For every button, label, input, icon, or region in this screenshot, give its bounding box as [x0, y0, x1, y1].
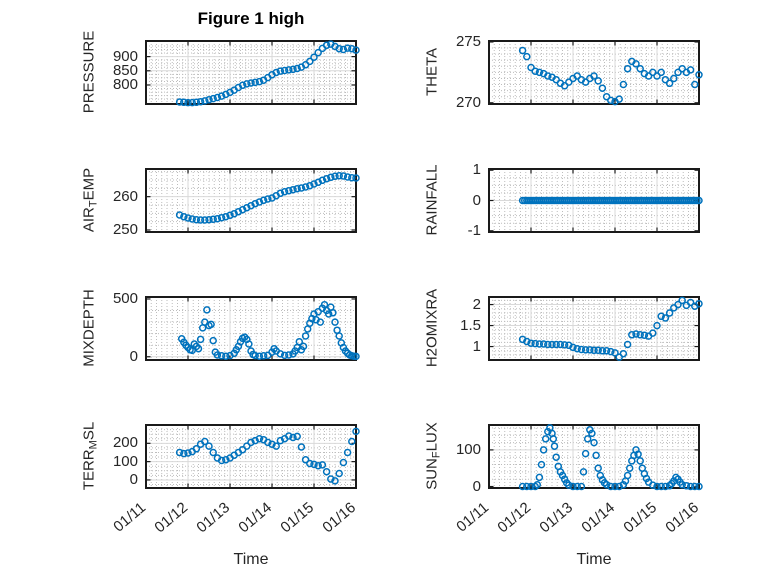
plot-pressure	[145, 40, 360, 107]
plot-mixdepth	[145, 296, 360, 361]
series-rainfall	[518, 196, 703, 205]
plot-rainfall	[488, 168, 703, 233]
y-tick-label: 0	[472, 477, 481, 495]
y-tick-label: 260	[112, 187, 138, 205]
figure-title: Figure 1 high	[197, 9, 305, 28]
y-tick-label: 800	[112, 75, 138, 93]
y-tick-label: 200	[112, 434, 138, 452]
series-sun_flux	[518, 424, 703, 491]
y-tick-label: 2	[472, 295, 481, 313]
plot-h2omixra	[488, 296, 703, 361]
y-tick-label: 250	[112, 221, 138, 238]
plot-terr_msl	[145, 424, 360, 489]
plot-theta	[488, 40, 703, 106]
series-terr_msl	[175, 427, 360, 485]
y-tick-label: 0	[129, 347, 138, 365]
y-tick-label: 0	[129, 470, 138, 488]
series-pressure	[175, 40, 360, 107]
plot-air_temp	[145, 168, 360, 233]
y-tick-label: 850	[112, 61, 138, 79]
series-theta	[518, 46, 703, 106]
xaxis-label-left: Time	[233, 551, 269, 568]
series-h2omixra	[518, 296, 703, 361]
xaxis-label-right: Time	[576, 551, 612, 568]
y-tick-label: 100	[112, 452, 138, 470]
y-tick-label: -1	[467, 221, 481, 239]
y-tick-label: 900	[112, 47, 138, 65]
series-mixdepth	[177, 300, 360, 361]
series-air_temp	[175, 171, 360, 224]
y-tick-label: 275	[455, 32, 481, 50]
y-tick-label: 1	[472, 161, 481, 179]
plot-sun_flux	[488, 424, 703, 491]
y-tick-label: 270	[455, 93, 481, 111]
y-tick-label: 500	[112, 289, 138, 307]
y-tick-label: 0	[472, 191, 481, 209]
y-tick-label: 100	[455, 440, 481, 458]
y-tick-label: 1	[472, 337, 481, 355]
y-tick-label: 1.5	[460, 316, 481, 334]
